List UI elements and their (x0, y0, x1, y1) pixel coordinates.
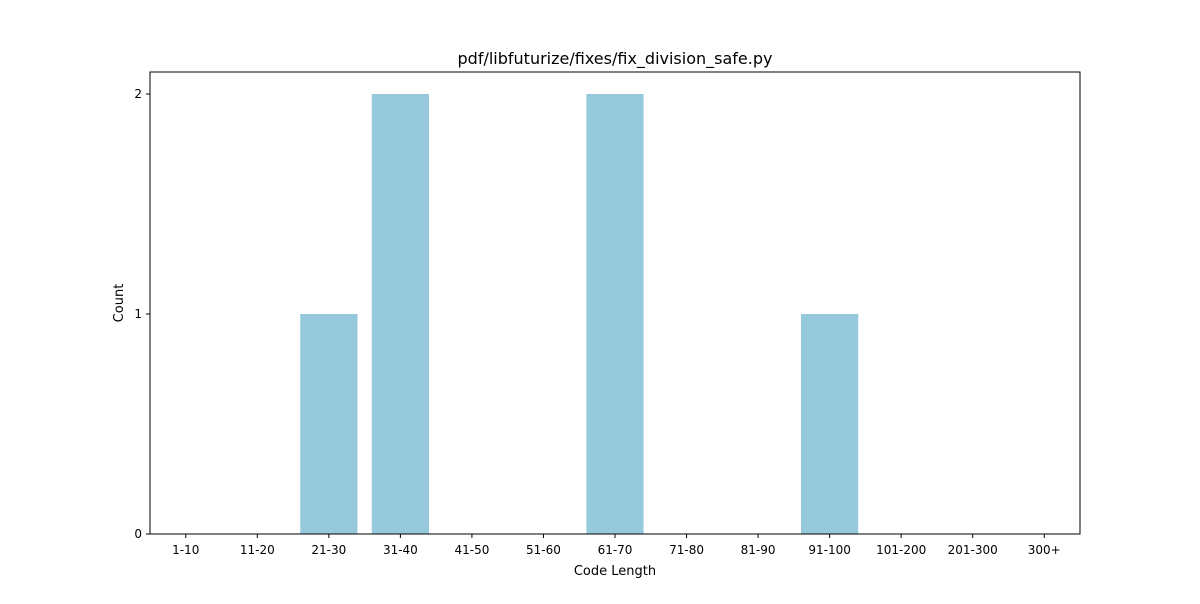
x-tick-label: 31-40 (383, 543, 418, 557)
bar (371, 94, 429, 534)
bars-layer (300, 94, 859, 534)
y-tick-label: 1 (134, 307, 142, 321)
x-tick-label: 101-200 (876, 543, 926, 557)
x-tick-label: 11-20 (240, 543, 275, 557)
x-tick-label: 201-300 (948, 543, 998, 557)
x-tick-label: 51-60 (526, 543, 561, 557)
bar (300, 314, 358, 534)
x-axis-label: Code Length (574, 564, 656, 579)
x-tick-label: 41-50 (454, 543, 489, 557)
plot-frame (149, 71, 1081, 535)
x-tick-label: 300+ (1028, 543, 1061, 557)
x-tick-label: 61-70 (598, 543, 633, 557)
y-tick-label: 0 (134, 527, 142, 541)
y-axis-ticks: 0 1 2 (134, 87, 150, 541)
x-tick-label: 71-80 (669, 543, 704, 557)
y-axis-label: Count (112, 284, 127, 323)
x-tick-label: 21-30 (311, 543, 346, 557)
x-axis-ticks: 1-10 11-20 21-30 31-40 41-50 51-60 61-70 71-80 8… (172, 534, 1061, 557)
bar (801, 314, 859, 534)
x-tick-label: 91-100 (808, 543, 851, 557)
x-tick-label: 81-90 (741, 543, 776, 557)
bar (586, 94, 644, 534)
y-tick-label: 2 (134, 87, 142, 101)
chart-title: pdf/libfuturize/fixes/fix_division_safe.… (458, 49, 773, 69)
x-tick-label: 1-10 (172, 543, 199, 557)
